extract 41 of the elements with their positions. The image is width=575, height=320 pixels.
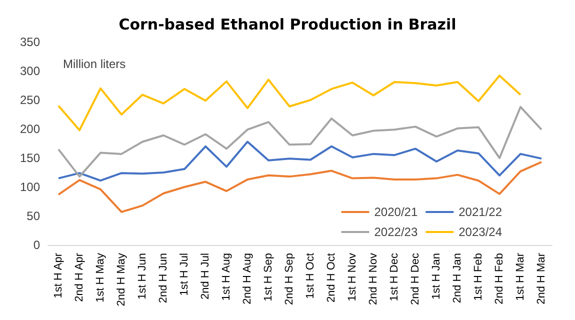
line-series (58, 106, 542, 178)
x-tick-label: 1st H May (94, 252, 106, 303)
y-tick-label: 150 (20, 151, 40, 165)
y-axis-title: Million liters (63, 57, 126, 71)
y-tick-label: 100 (20, 180, 40, 194)
x-tick-label: 1st H Aug (220, 253, 232, 301)
x-tick-label: 2nd H Aug (242, 253, 254, 304)
legend-label: 2023/24 (458, 225, 502, 239)
x-tick-label: 2nd H Feb (494, 253, 506, 304)
x-tick-label: 1st H Apr (52, 252, 64, 298)
chart-title: Corn-based Ethanol Production in Brazil (118, 16, 456, 34)
y-tick-label: 350 (20, 35, 40, 49)
legend-label: 2022/23 (374, 225, 418, 239)
legend-label: 2021/22 (458, 205, 502, 219)
x-tick-label: 2nd H Sep (284, 253, 296, 305)
y-tick-label: 0 (33, 238, 40, 252)
x-tick-label: 2nd H Apr (74, 252, 86, 302)
x-tick-label: 1st H Jul (178, 253, 190, 296)
line-series (58, 140, 542, 182)
x-tick-label: 2nd H May (116, 252, 128, 306)
legend-label: 2020/21 (374, 205, 418, 219)
y-tick-label: 50 (26, 209, 40, 223)
y-tick-label: 250 (20, 93, 40, 107)
x-tick-label: 1st H Nov (346, 252, 358, 302)
y-tick-label: 200 (20, 122, 40, 136)
x-tick-label: 1st H Dec (388, 252, 400, 302)
line-series (58, 74, 522, 132)
x-tick-label: 2nd H Jul (200, 253, 212, 300)
x-tick-label: 2nd H Oct (326, 253, 338, 303)
x-tick-label: 1st H Jan (430, 253, 442, 300)
x-tick-label: 2nd H Jun (158, 253, 170, 304)
y-tick-label: 300 (20, 64, 40, 78)
x-tick-label: 1st H Jun (136, 253, 148, 300)
x-tick-label: 2nd H Dec (410, 252, 422, 305)
x-tick-label: 2nd H Nov (368, 252, 380, 305)
x-tick-label: 2nd H Mar (536, 252, 548, 304)
x-tick-label: 1st H Feb (472, 253, 484, 301)
x-tick-label: 2nd H Jan (452, 253, 464, 304)
x-tick-label: 1st H Oct (304, 253, 316, 299)
x-tick-label: 1st H Sep (262, 253, 274, 302)
x-tick-label: 1st H Mar (514, 252, 526, 301)
